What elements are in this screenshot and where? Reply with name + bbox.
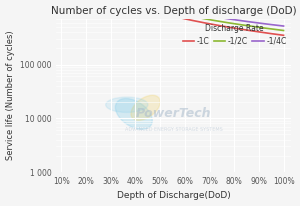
Legend: -1C, -1/2C, -1/4C: -1C, -1/2C, -1/4C (180, 21, 290, 49)
Ellipse shape (106, 97, 148, 112)
Ellipse shape (131, 95, 160, 120)
Text: PowerTech: PowerTech (136, 107, 212, 121)
Ellipse shape (116, 98, 152, 129)
Text: ADVANCED ENERGY STORAGE SYSTEMS: ADVANCED ENERGY STORAGE SYSTEMS (125, 127, 223, 132)
Title: Number of cycles vs. Depth of discharge (DoD): Number of cycles vs. Depth of discharge … (51, 6, 296, 16)
Y-axis label: Service life (Number of cycles): Service life (Number of cycles) (6, 31, 15, 160)
X-axis label: Depth of Discharge(DoD): Depth of Discharge(DoD) (117, 191, 231, 200)
